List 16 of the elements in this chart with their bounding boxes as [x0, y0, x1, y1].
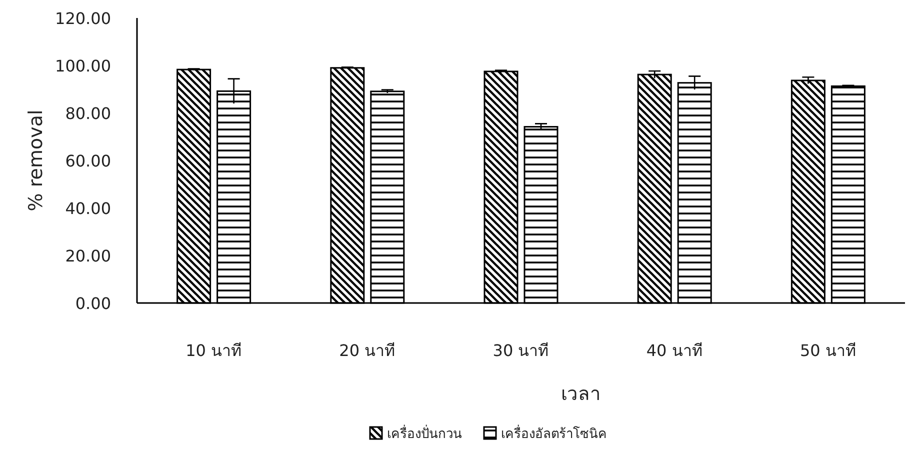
- y-axis-title: % removal: [25, 110, 47, 212]
- legend-label: เครื่องอัลตร้าโซนิค: [501, 425, 607, 442]
- y-tick-label: 120.00: [55, 9, 111, 28]
- y-tick-label: 40.00: [65, 199, 111, 218]
- y-tick-label: 100.00: [55, 56, 111, 76]
- y-tick-label: 20.00: [65, 246, 111, 266]
- legend-label: เครื่องปั่นกวน: [387, 425, 462, 442]
- x-axis-title: เวลา: [561, 383, 601, 405]
- x-tick-label: 20 นาที: [339, 341, 396, 360]
- x-tick-label: 10 นาที: [186, 341, 242, 360]
- x-tick-label: 40 นาที: [646, 341, 703, 360]
- x-tick-label: 50 นาที: [800, 341, 856, 360]
- y-tick-label: 0.00: [75, 294, 111, 313]
- x-tick-label: 30 นาที: [492, 341, 550, 360]
- y-tick-label: 80.00: [65, 104, 111, 123]
- y-tick-label: 60.00: [65, 152, 111, 170]
